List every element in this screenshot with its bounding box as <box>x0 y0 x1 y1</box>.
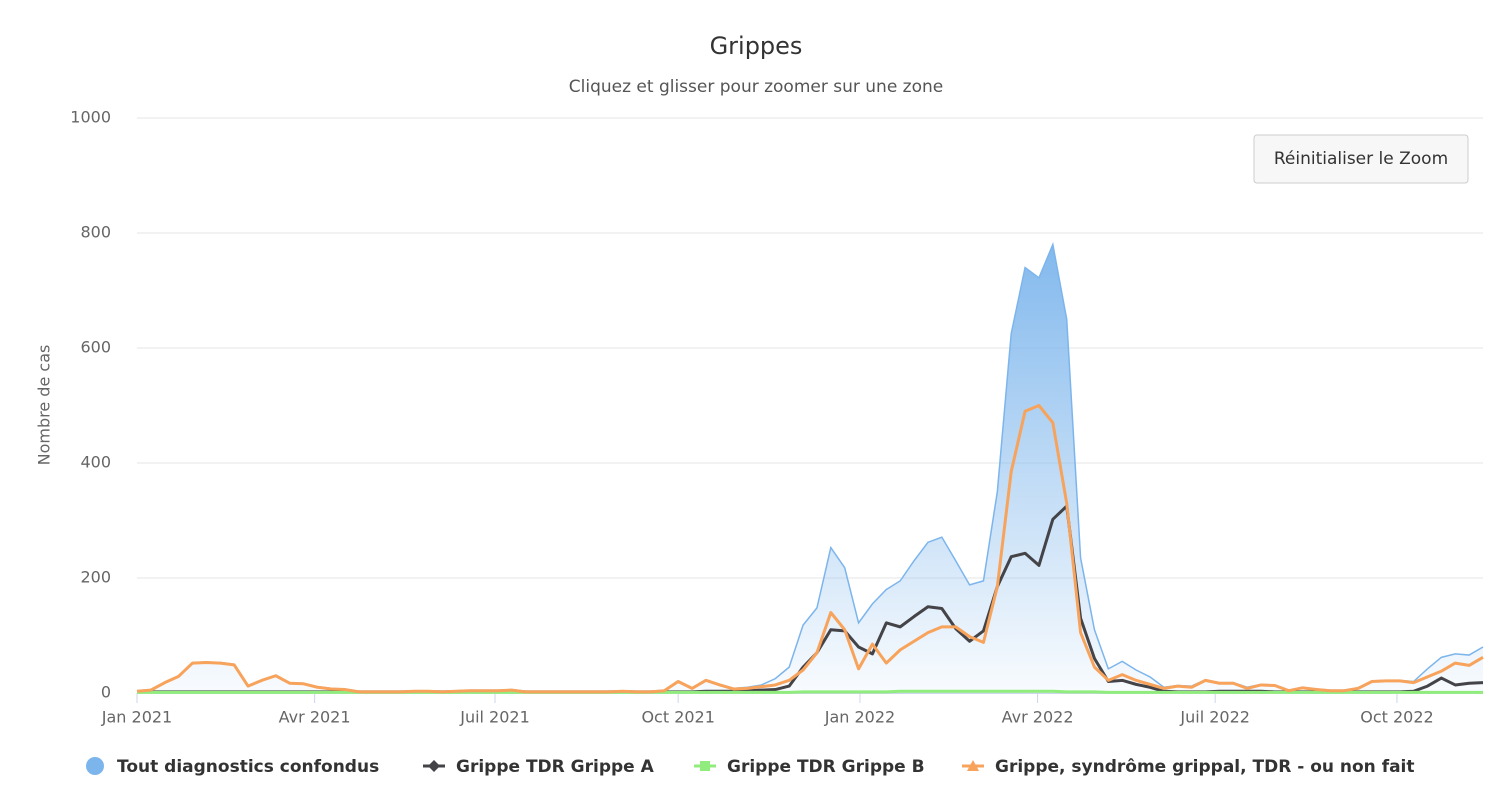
legend-label: Grippe TDR Grippe A <box>456 757 655 777</box>
x-tick-label: Juil 2022 <box>1179 708 1250 727</box>
reset-zoom-button[interactable]: Réinitialiser le Zoom <box>1253 134 1469 184</box>
legend-marker <box>967 760 979 771</box>
line <box>137 689 1483 694</box>
y-tick-label: 200 <box>80 568 111 587</box>
x-tick-label: Avr 2022 <box>1002 708 1074 727</box>
y-tick-label: 800 <box>80 223 111 242</box>
area <box>137 244 1483 693</box>
x-tick-label: Oct 2021 <box>641 708 714 727</box>
x-tick-label: Jan 2021 <box>101 708 172 727</box>
x-tick-label: Avr 2021 <box>279 708 351 727</box>
button-box[interactable] <box>1253 134 1469 184</box>
legend-label: Grippe TDR Grippe B <box>727 757 925 777</box>
x-tick-label: Oct 2022 <box>1360 708 1433 727</box>
y-tick-label: 1000 <box>70 108 111 127</box>
chart-subtitle: Cliquez et glisser pour zoomer sur une z… <box>569 77 944 97</box>
y-tick-label: 0 <box>101 683 111 702</box>
legend-label: Tout diagnostics confondus <box>117 757 379 777</box>
y-tick-label: 600 <box>80 338 111 357</box>
legend-marker <box>428 760 440 772</box>
button-label[interactable]: Réinitialiser le Zoom <box>1274 149 1448 169</box>
legend-marker <box>700 761 710 771</box>
chart-title: Grippes <box>710 32 803 60</box>
y-tick-label: 400 <box>80 453 111 472</box>
legend-label: Grippe, syndrôme grippal, TDR - ou non f… <box>995 757 1415 777</box>
legend-marker <box>86 757 104 775</box>
y-axis-title: Nombre de cas <box>35 345 54 466</box>
line <box>136 404 1484 694</box>
plot-area: 0 200 400 600 800 1000 Jan 2021 Avr 2021 Juil 20… <box>70 108 1484 727</box>
x-tick-label: Juil 2021 <box>459 708 530 727</box>
x-tick-label: Jan 2022 <box>824 708 895 727</box>
